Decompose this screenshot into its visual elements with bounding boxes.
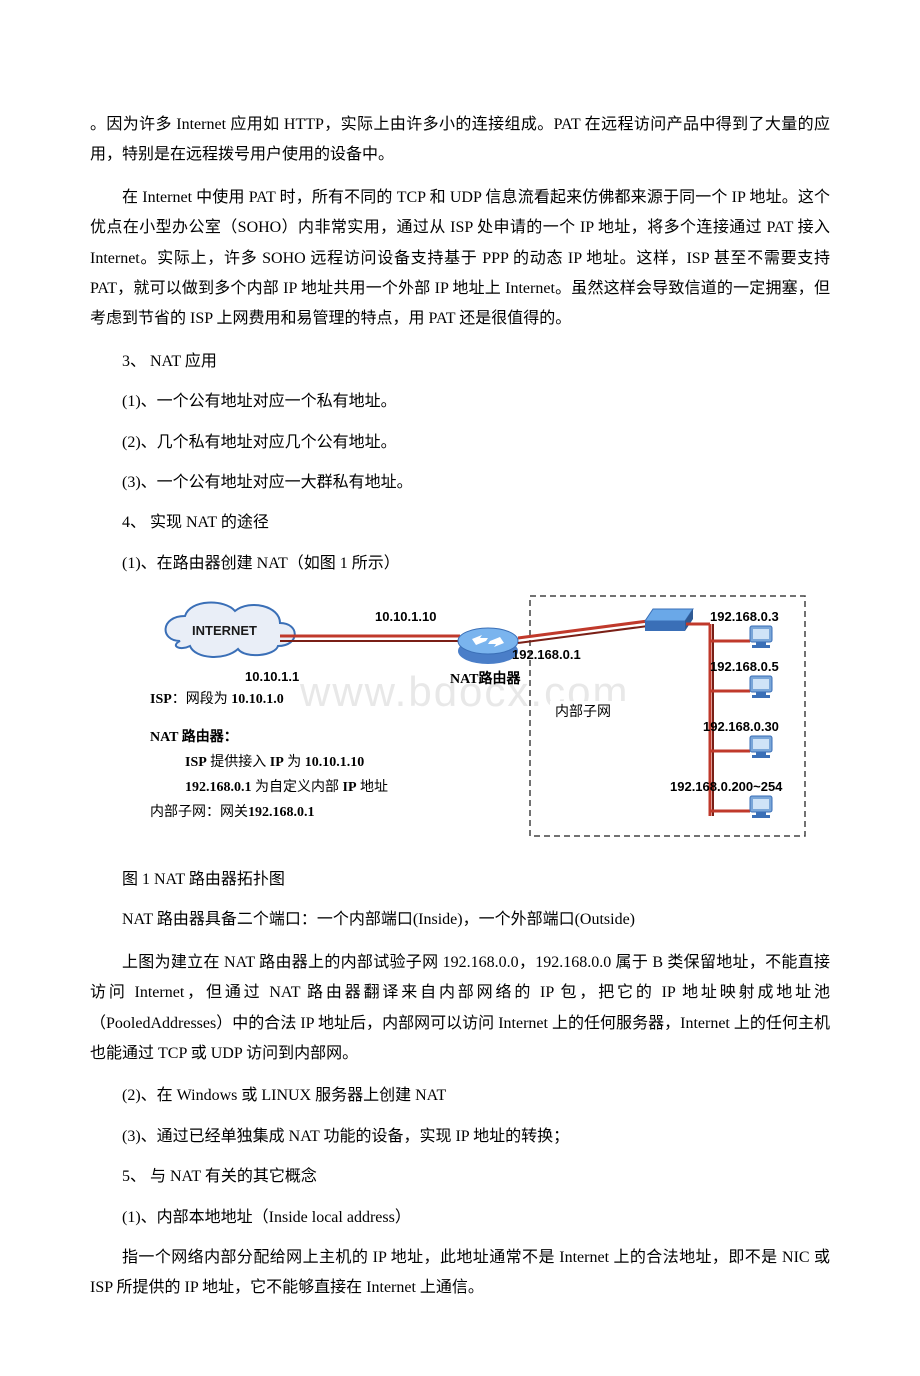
ip-router-internal: 192.168.0.1	[512, 647, 581, 662]
paragraph-continuation: 。因为许多 Internet 应用如 HTTP，实际上由许多小的连接组成。PAT…	[90, 110, 830, 171]
diagram-svg: www.bdocx.com INTERNET 10.10.1.10 10.10.…	[150, 591, 810, 851]
host-3-ip: 192.168.0.30	[703, 719, 779, 734]
heading-5: 5、 与 NAT 有关的其它概念	[90, 1162, 830, 1192]
ip-isp-gateway: 10.10.1.1	[245, 669, 299, 684]
host-4-icon	[750, 796, 772, 818]
item-3-2: (2)、几个私有地址对应几个公有地址。	[90, 428, 830, 458]
item-4-1: (1)、在路由器创建 NAT（如图 1 所示）	[90, 549, 830, 579]
host-2-ip: 192.168.0.5	[710, 659, 779, 674]
host-4-ip: 192.168.0.200~254	[670, 779, 783, 794]
nat-block-title: NAT 路由器：	[150, 728, 238, 745]
item-3-1: (1)、一个公有地址对应一个私有地址。	[90, 387, 830, 417]
nat-block-line2: 192.168.0.1 为自定义内部 IP 地址	[185, 779, 388, 795]
link-router-switch	[518, 621, 648, 643]
subnet-label: 内部子网	[555, 704, 611, 720]
heading-4: 4、 实现 NAT 的途径	[90, 508, 830, 538]
item-4-3: (3)、通过已经单独集成 NAT 功能的设备，实现 IP 地址的转换；	[90, 1122, 830, 1152]
host-1-icon	[750, 626, 772, 648]
host-3-icon	[750, 736, 772, 758]
nat-topology-diagram: www.bdocx.com INTERNET 10.10.1.10 10.10.…	[90, 591, 830, 851]
figure-1-caption: 图 1 NAT 路由器拓扑图	[90, 865, 830, 895]
paragraph-pat-internet: 在 Internet 中使用 PAT 时，所有不同的 TCP 和 UDP 信息流…	[90, 183, 830, 335]
document-page: 。因为许多 Internet 应用如 HTTP，实际上由许多小的连接组成。PAT…	[0, 0, 920, 1376]
link-isp-router	[280, 636, 460, 641]
item-5-1: (1)、内部本地地址（Inside local address）	[90, 1203, 830, 1233]
isp-segment-label: ISP：网段为 10.10.1.0	[150, 691, 284, 707]
item-3-3: (3)、一个公有地址对应一大群私有地址。	[90, 468, 830, 498]
nat-block-line3: 内部子网：网关192.168.0.1	[150, 804, 315, 820]
router-icon	[458, 628, 518, 664]
paragraph-description: 上图为建立在 NAT 路由器上的内部试验子网 192.168.0.0，192.1…	[90, 948, 830, 1070]
switch-icon	[645, 609, 693, 631]
heading-3: 3、 NAT 应用	[90, 347, 830, 377]
host-2-icon	[750, 676, 772, 698]
paragraph-ports: NAT 路由器具备二个端口：一个内部端口(Inside)，一个外部端口(Outs…	[90, 905, 830, 935]
internet-cloud-icon: INTERNET	[166, 603, 295, 657]
nat-block-line1: ISP 提供接入 IP 为 10.10.1.10	[185, 753, 364, 770]
item-4-2: (2)、在 Windows 或 LINUX 服务器上创建 NAT	[90, 1081, 830, 1111]
internet-label: INTERNET	[192, 623, 257, 638]
paragraph-inside-local: 指一个网络内部分配给网上主机的 IP 地址，此地址通常不是 Internet 上…	[90, 1243, 830, 1304]
router-label: NAT路由器	[450, 670, 522, 687]
host-1-ip: 192.168.0.3	[710, 609, 779, 624]
ip-router-external: 10.10.1.10	[375, 609, 436, 624]
